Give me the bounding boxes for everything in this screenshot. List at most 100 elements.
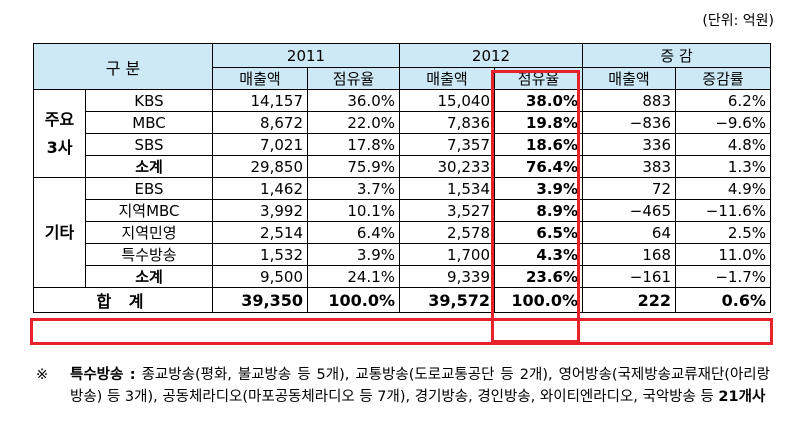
- total-share-2011: 100.0%: [307, 287, 400, 313]
- table-row: 특수방송 1,532 3.9% 1,700 4.3% 168 11.0%: [34, 243, 771, 266]
- header-change-sales: 매출액: [582, 67, 676, 90]
- cell-change-rate: −1.7%: [675, 265, 771, 288]
- cell-sales-2012: 3,527: [399, 199, 495, 222]
- total-change-rate: 0.6%: [675, 287, 771, 313]
- cell-sales-2011: 8,672: [212, 111, 308, 134]
- header-year-2011: 2011: [212, 43, 400, 68]
- cell-share-2012: 3.9%: [494, 177, 583, 200]
- table-row: 기타 EBS 1,462 3.7% 1,534 3.9% 72 4.9%: [33, 177, 771, 288]
- cell-sales-2011: 7,021: [212, 133, 308, 156]
- cell-sales-2012: 2,578: [399, 221, 495, 244]
- total-row: 합 계 39,350 100.0% 39,572 100.0% 222 0.6%: [33, 287, 771, 313]
- note-text: 종교방송(평화, 불교방송 등 5개), 교통방송(도로교통공단 등 2개), …: [70, 367, 770, 405]
- cell-sales-2011: 29,850: [212, 155, 308, 178]
- header-category: 구 분: [33, 43, 213, 90]
- header-change-rate: 증감률: [675, 67, 771, 90]
- cell-sales-2011: 14,157: [212, 89, 308, 112]
- header-sales-2012: 매출액: [399, 67, 495, 90]
- cell-share-2012: 4.3%: [494, 243, 583, 266]
- table-row: 주요 3사 KBS 14,157 36.0% 15,040 38.0% 883 6.2%: [33, 89, 771, 178]
- highlight-total-row-box: [30, 318, 773, 345]
- table-row: 지역MBC 3,992 10.1% 3,527 8.9% −465 −11.6%: [34, 199, 771, 222]
- cell-sales-2011: 1,532: [212, 243, 308, 266]
- footnote: ※ 특수방송 : 종교방송(평화, 불교방송 등 5개), 교통방송(도로교통공…: [36, 364, 770, 408]
- row-name: MBC: [85, 111, 213, 134]
- cell-change-rate: 11.0%: [675, 243, 771, 266]
- cell-share-2011: 75.9%: [307, 155, 400, 178]
- total-sales-2012: 39,572: [399, 287, 495, 313]
- table-row: SBS 7,021 17.8% 7,357 18.6% 336 4.8%: [34, 133, 771, 156]
- row-name: 특수방송: [85, 243, 213, 266]
- group-label: 기타: [33, 177, 86, 288]
- row-name: EBS: [85, 177, 213, 200]
- cell-sales-2012: 7,836: [399, 111, 495, 134]
- cell-change-rate: 4.8%: [675, 133, 771, 156]
- row-name: 지역MBC: [85, 199, 213, 222]
- cell-change-sales: −836: [582, 111, 676, 134]
- row-name: SBS: [85, 133, 213, 156]
- row-name: 지역민영: [85, 221, 213, 244]
- total-label: 합 계: [33, 287, 213, 313]
- cell-change-sales: 64: [582, 221, 676, 244]
- cell-share-2011: 6.4%: [307, 221, 400, 244]
- total-sales-2011: 39,350: [212, 287, 308, 313]
- table-row: 소계 29,850 75.9% 30,233 76.4% 383 1.3%: [34, 155, 771, 178]
- broadcast-sales-table: 구 분 2011 2012 증 감 매출액 점유율 매출액 점유율 매출액 증감…: [33, 43, 771, 313]
- cell-sales-2011: 1,462: [212, 177, 308, 200]
- table-row: MBC 8,672 22.0% 7,836 19.8% −836 −9.6%: [34, 111, 771, 134]
- cell-share-2012: 6.5%: [494, 221, 583, 244]
- cell-sales-2012: 7,357: [399, 133, 495, 156]
- note-title: 특수방송 :: [70, 367, 136, 383]
- cell-change-rate: 6.2%: [675, 89, 771, 112]
- cell-change-sales: −465: [582, 199, 676, 222]
- cell-share-2011: 3.7%: [307, 177, 400, 200]
- cell-change-sales: 383: [582, 155, 676, 178]
- cell-share-2012: 76.4%: [494, 155, 583, 178]
- cell-change-sales: 168: [582, 243, 676, 266]
- header-change: 증 감: [582, 43, 771, 68]
- total-change-sales: 222: [582, 287, 676, 313]
- cell-sales-2012: 9,339: [399, 265, 495, 288]
- row-name: 소계: [85, 265, 213, 288]
- cell-sales-2012: 30,233: [399, 155, 495, 178]
- cell-share-2012: 23.6%: [494, 265, 583, 288]
- cell-share-2011: 24.1%: [307, 265, 400, 288]
- group-label: 주요 3사: [33, 89, 86, 178]
- cell-sales-2011: 9,500: [212, 265, 308, 288]
- cell-change-rate: −11.6%: [675, 199, 771, 222]
- row-name: 소계: [85, 155, 213, 178]
- cell-share-2012: 19.8%: [494, 111, 583, 134]
- header-year-2012: 2012: [399, 43, 583, 68]
- unit-label: (단위: 억원): [702, 13, 774, 29]
- cell-change-rate: 2.5%: [675, 221, 771, 244]
- cell-sales-2012: 15,040: [399, 89, 495, 112]
- cell-sales-2011: 2,514: [212, 221, 308, 244]
- note-count: 21개사: [718, 389, 766, 405]
- cell-change-rate: 4.9%: [675, 177, 771, 200]
- cell-change-sales: 336: [582, 133, 676, 156]
- row-name: KBS: [85, 89, 213, 112]
- cell-change-rate: 1.3%: [675, 155, 771, 178]
- cell-change-sales: 883: [582, 89, 676, 112]
- cell-sales-2011: 3,992: [212, 199, 308, 222]
- cell-sales-2012: 1,700: [399, 243, 495, 266]
- cell-share-2011: 10.1%: [307, 199, 400, 222]
- table-row: 지역민영 2,514 6.4% 2,578 6.5% 64 2.5%: [34, 221, 771, 244]
- cell-change-sales: −161: [582, 265, 676, 288]
- cell-share-2011: 22.0%: [307, 111, 400, 134]
- cell-share-2011: 3.9%: [307, 243, 400, 266]
- header-share-2011: 점유율: [307, 67, 400, 90]
- cell-share-2012: 8.9%: [494, 199, 583, 222]
- note-mark: ※: [36, 367, 49, 383]
- table-row: 소계 9,500 24.1% 9,339 23.6% −161 −1.7%: [34, 265, 771, 288]
- header-sales-2011: 매출액: [212, 67, 308, 90]
- cell-change-sales: 72: [582, 177, 676, 200]
- cell-change-rate: −9.6%: [675, 111, 771, 134]
- cell-share-2011: 17.8%: [307, 133, 400, 156]
- header-share-2012: 점유율: [494, 67, 583, 90]
- cell-share-2011: 36.0%: [307, 89, 400, 112]
- cell-sales-2012: 1,534: [399, 177, 495, 200]
- total-share-2012: 100.0%: [494, 287, 583, 313]
- cell-share-2012: 38.0%: [494, 89, 583, 112]
- cell-share-2012: 18.6%: [494, 133, 583, 156]
